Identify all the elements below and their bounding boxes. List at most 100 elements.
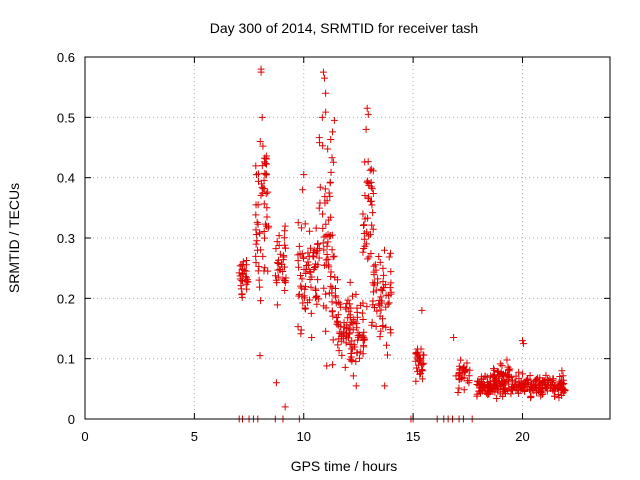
data-point <box>365 179 373 187</box>
data-point <box>257 191 265 199</box>
data-point <box>359 299 367 307</box>
data-point <box>375 252 383 260</box>
data-point <box>254 246 262 254</box>
data-point <box>463 377 471 385</box>
data-point <box>387 279 395 287</box>
data-point <box>315 244 323 252</box>
data-point <box>273 238 281 246</box>
data-point <box>375 296 383 304</box>
data-point <box>372 322 380 330</box>
data-point <box>381 382 389 390</box>
data-point <box>367 250 375 258</box>
data-point <box>369 225 377 233</box>
data-point <box>367 165 375 173</box>
data-point <box>473 392 481 400</box>
data-point <box>521 388 529 396</box>
data-point <box>360 335 368 343</box>
data-point <box>259 142 267 150</box>
data-point <box>360 229 368 237</box>
data-point <box>514 389 522 397</box>
data-point <box>254 170 262 178</box>
data-point <box>315 134 323 142</box>
data-point <box>322 327 330 335</box>
axis-ticks: 0 0.1 0.2 0.3 0.4 0.5 0.6 0 5 10 15 20 <box>57 50 610 444</box>
data-point <box>345 324 353 332</box>
data-point <box>302 283 310 291</box>
data-point <box>370 271 378 279</box>
data-point <box>334 341 342 349</box>
y-tick-label: 0.3 <box>57 231 75 246</box>
data-point <box>385 253 393 261</box>
data-point <box>561 387 569 395</box>
data-point <box>335 335 343 343</box>
data-point <box>325 263 333 271</box>
data-point <box>273 301 281 309</box>
data-point <box>359 210 367 218</box>
chart-title: Day 300 of 2014, SRMTID for receiver tas… <box>210 20 478 36</box>
data-point <box>262 190 270 198</box>
data-point <box>348 349 356 357</box>
data-point <box>239 277 247 285</box>
data-point <box>377 293 385 301</box>
data-point <box>319 142 327 150</box>
data-point <box>377 327 385 335</box>
data-point <box>384 300 392 308</box>
data-point <box>349 316 357 324</box>
data-point <box>329 128 337 136</box>
data-point <box>280 252 288 260</box>
data-point <box>239 258 247 266</box>
data-point <box>338 351 346 359</box>
data-point <box>369 167 377 175</box>
data-point <box>558 367 566 375</box>
data-point <box>489 372 497 380</box>
data-point <box>487 379 495 387</box>
data-point <box>252 252 260 260</box>
data-point <box>362 125 370 133</box>
data-point <box>369 190 377 198</box>
data-point <box>328 298 336 306</box>
data-point <box>352 382 360 390</box>
data-point <box>365 232 373 240</box>
data-point <box>334 321 342 329</box>
data-point <box>310 263 318 271</box>
data-point <box>281 403 289 411</box>
data-point <box>337 303 345 311</box>
data-point <box>329 158 337 166</box>
data-point <box>328 289 336 297</box>
data-point <box>263 204 271 212</box>
data-point <box>239 269 247 277</box>
data-point <box>368 201 376 209</box>
data-point <box>420 359 428 367</box>
data-point <box>307 309 315 317</box>
data-point <box>325 189 333 197</box>
data-point <box>319 210 327 218</box>
data-point <box>497 369 505 377</box>
data-point <box>534 374 542 382</box>
data-point <box>324 145 332 153</box>
data-point <box>319 239 327 247</box>
data-point <box>297 224 305 232</box>
data-point <box>358 309 366 317</box>
y-tick-label: 0.2 <box>57 291 75 306</box>
data-point <box>415 361 423 369</box>
data-point <box>309 248 317 256</box>
data-point <box>356 354 364 362</box>
data-point <box>324 238 332 246</box>
data-point <box>348 345 356 353</box>
data-point <box>512 372 520 380</box>
data-point <box>369 301 377 309</box>
data-point <box>236 262 244 270</box>
data-point <box>252 259 260 267</box>
data-point <box>385 292 393 300</box>
data-point <box>526 371 534 379</box>
data-point <box>353 313 361 321</box>
data-point <box>383 351 391 359</box>
data-point <box>311 260 319 268</box>
data-point <box>253 218 261 226</box>
data-point <box>281 286 289 294</box>
data-point <box>281 222 289 230</box>
data-point <box>346 278 354 286</box>
data-point <box>322 256 330 264</box>
x-tick-label: 10 <box>297 429 311 444</box>
data-point <box>329 361 337 369</box>
